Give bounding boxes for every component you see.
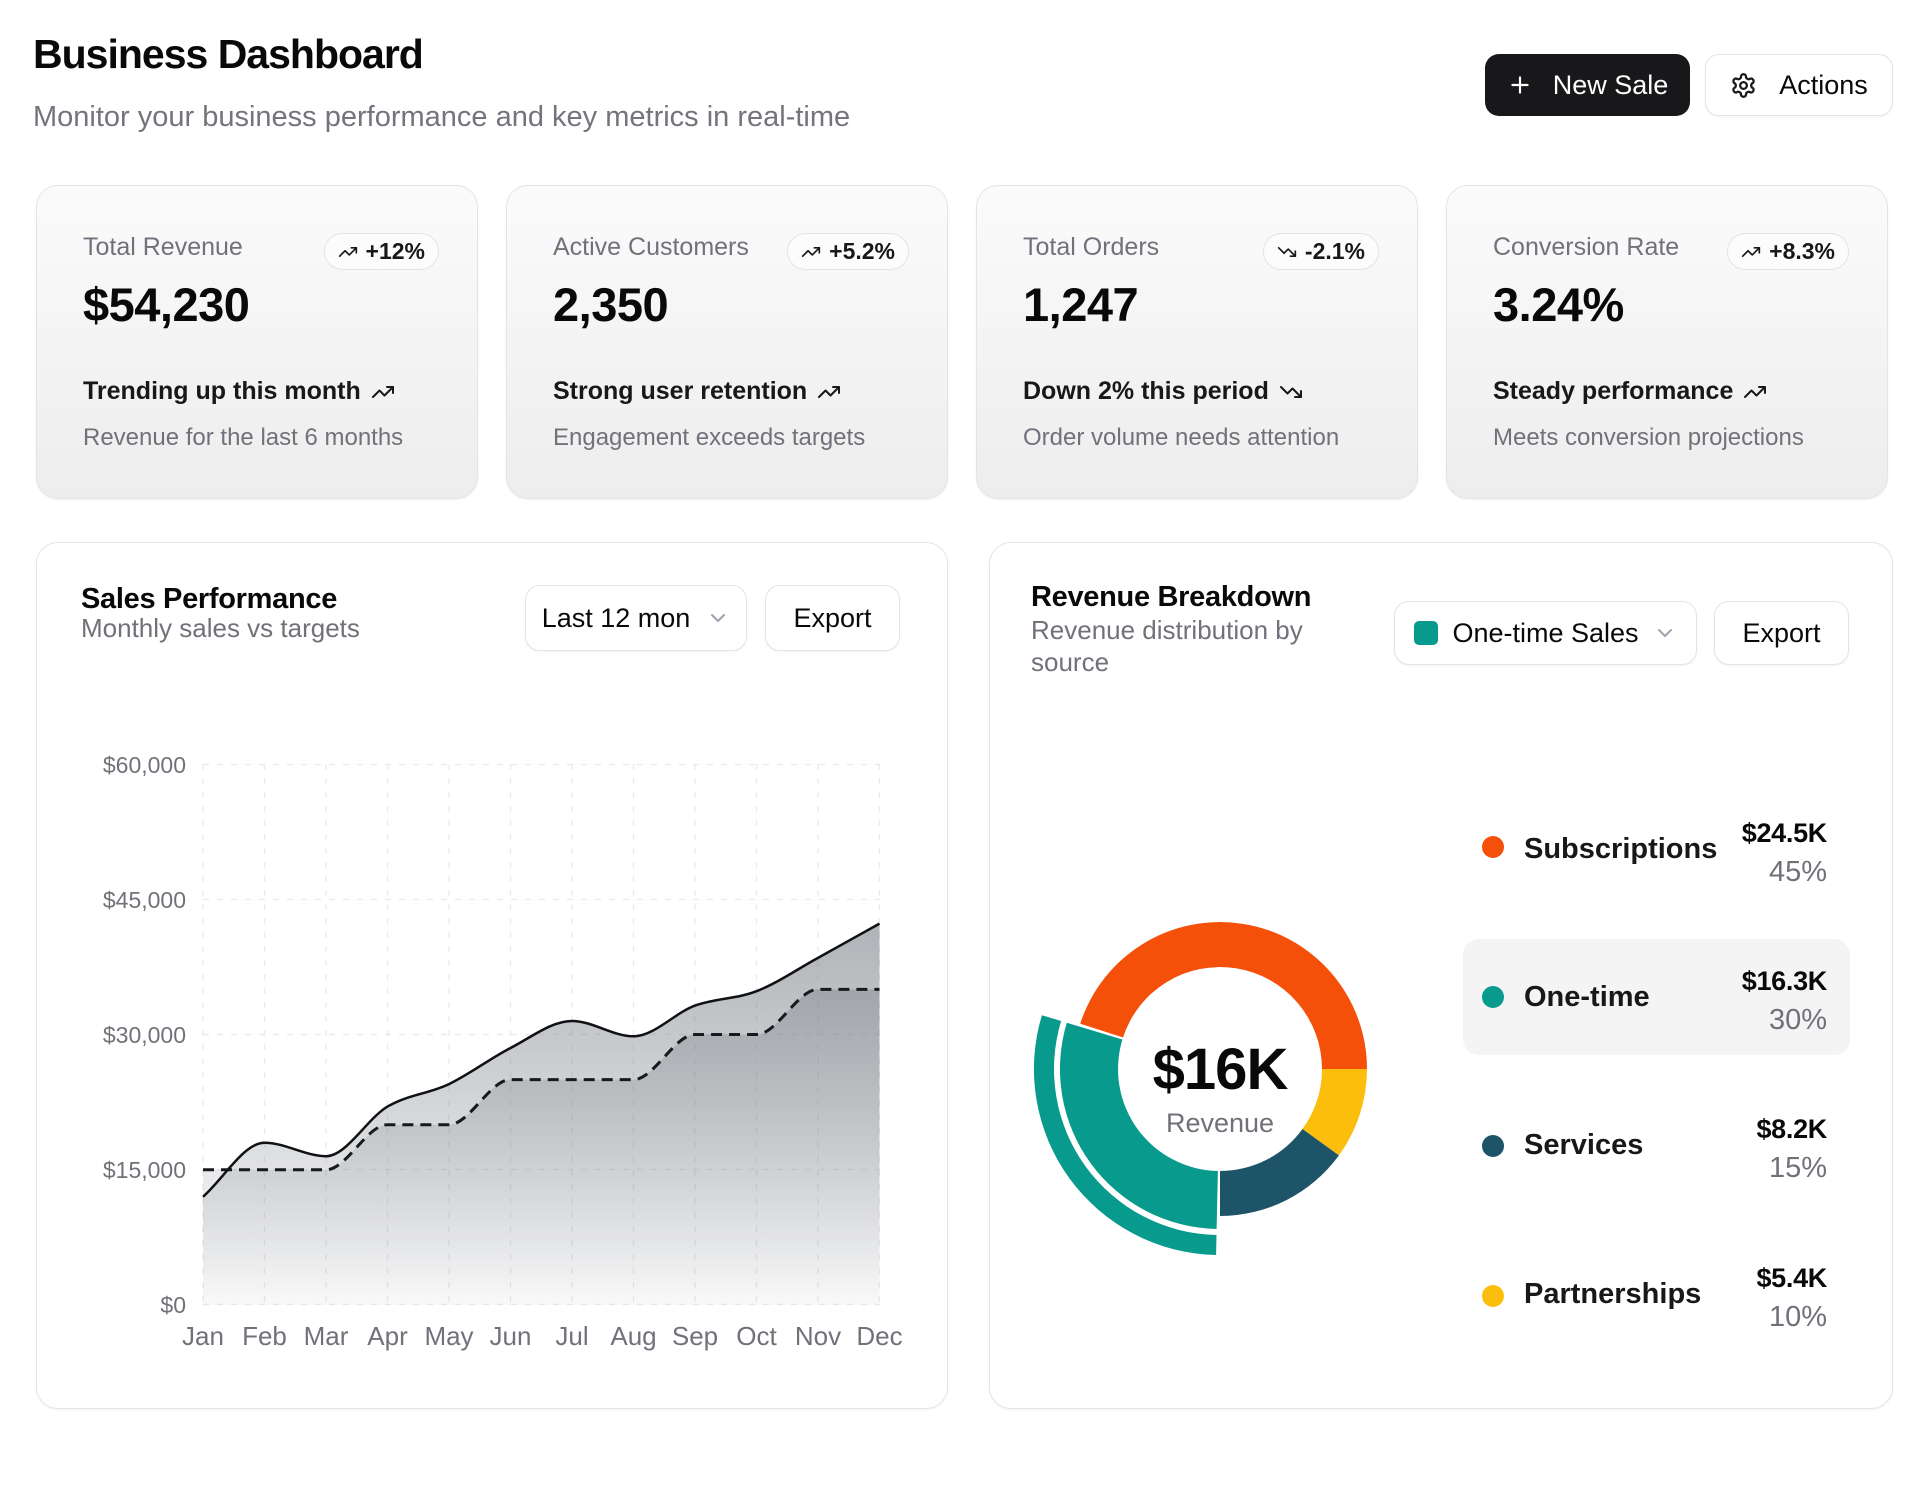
svg-text:Sep: Sep (672, 1321, 718, 1351)
svg-text:Aug: Aug (610, 1321, 656, 1351)
svg-text:Dec: Dec (856, 1321, 902, 1351)
svg-text:Jan: Jan (182, 1321, 224, 1351)
svg-text:$0: $0 (160, 1292, 186, 1318)
svg-text:$60,000: $60,000 (103, 752, 186, 778)
svg-text:$30,000: $30,000 (103, 1022, 186, 1048)
svg-text:Feb: Feb (242, 1321, 287, 1351)
svg-text:Mar: Mar (304, 1321, 349, 1351)
svg-text:Apr: Apr (367, 1321, 408, 1351)
svg-text:Oct: Oct (736, 1321, 777, 1351)
svg-text:$45,000: $45,000 (103, 887, 186, 913)
svg-text:May: May (424, 1321, 473, 1351)
svg-text:Jul: Jul (555, 1321, 588, 1351)
svg-text:Nov: Nov (795, 1321, 841, 1351)
svg-text:$15,000: $15,000 (103, 1157, 186, 1183)
svg-text:Jun: Jun (490, 1321, 532, 1351)
